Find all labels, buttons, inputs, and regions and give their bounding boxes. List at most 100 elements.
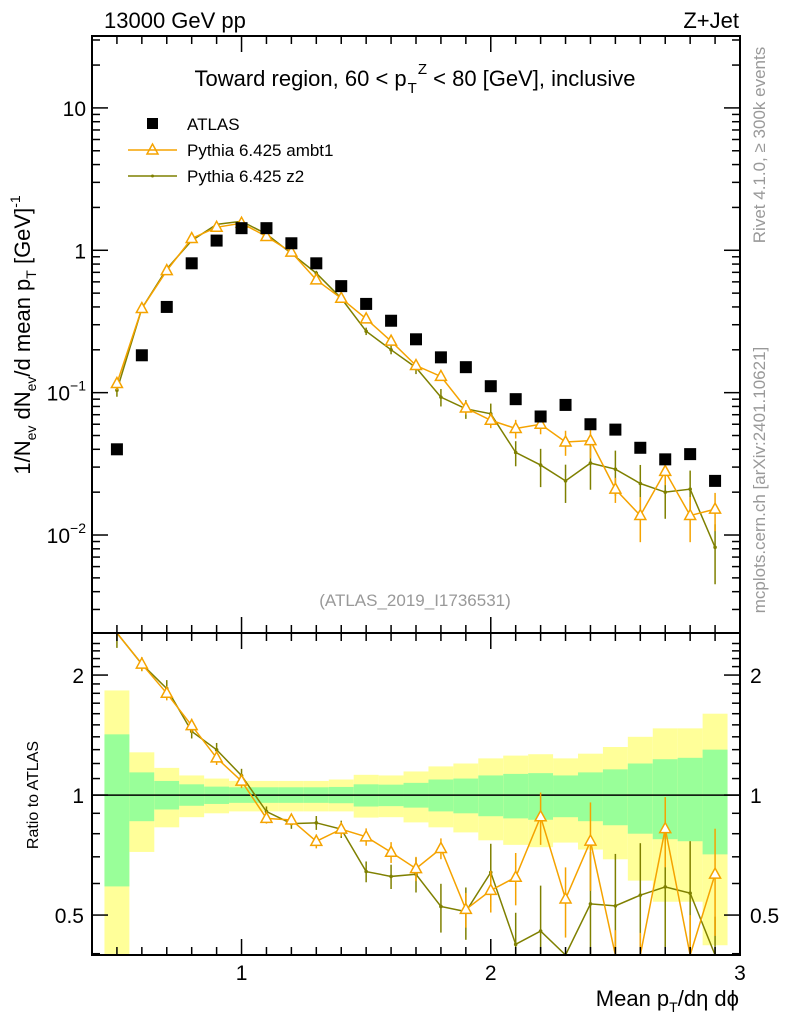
y-tick-exponent: −1 — [70, 378, 86, 394]
pythia-6-425-z2-ratio-point — [314, 821, 319, 825]
ratio-y-tick-label: 1 — [72, 785, 84, 808]
pythia-6-425-z2-point — [563, 479, 568, 483]
atlas-point — [160, 300, 173, 313]
pythia-6-425-ambt1-ratio-point — [160, 685, 174, 699]
atlas-point — [534, 410, 547, 423]
plot-title: Toward region, 60 < pTZ < 80 [GeV], incl… — [194, 61, 635, 97]
x-tick-label: 2 — [485, 962, 497, 985]
pythia-6-425-ambt1-ratio-point — [259, 810, 274, 824]
atlas-point — [310, 257, 323, 270]
pythia-6-425-ambt1-point — [633, 507, 648, 521]
pythia-6-425-ambt1-ratio-point — [334, 821, 348, 834]
atlas-point — [709, 474, 722, 487]
y-tick-label: 1 — [74, 240, 86, 263]
ratio-bands — [92, 690, 740, 955]
legend-label-z2: Pythia 6.425 z2 — [187, 167, 304, 186]
legend-marker-ambt1 — [145, 142, 160, 155]
pythia-6-425-ambt1-ratio-point — [234, 773, 249, 786]
atlas-point — [360, 297, 373, 310]
right-mask — [741, 0, 786, 1024]
legend: ATLAS Pythia 6.425 ambt1 Pythia 6.425 z2 — [128, 115, 333, 186]
rivet-label: Rivet 4.1.0, ≥ 300k events — [750, 47, 769, 243]
pythia-6-425-ambt1-point — [309, 272, 324, 285]
atlas-point — [235, 222, 248, 235]
pythia-6-425-z2-ratio-point — [214, 747, 219, 752]
pythia-6-425-z2-line — [116, 220, 716, 548]
main-series — [110, 215, 722, 585]
atlas-point — [459, 361, 472, 374]
ratio-series — [116, 632, 722, 957]
ratio-y-axis-label: Ratio to ATLAS — [25, 741, 42, 849]
pythia-6-425-z2-point — [713, 545, 717, 550]
atlas-point — [210, 234, 223, 247]
stat-uncertainty-band — [478, 775, 504, 817]
pythia-6-425-ambt1-ratio-point — [484, 882, 498, 896]
legend-marker-z2 — [151, 174, 154, 178]
pythia-6-425-z2-point — [439, 395, 443, 399]
header-process: Z+Jet — [683, 8, 739, 33]
pythia-6-425-z2-ratio-point — [364, 869, 368, 874]
atlas-point — [484, 380, 497, 393]
pythia-6-425-z2-ratio-point — [638, 893, 643, 897]
atlas-point — [634, 441, 647, 454]
pythia-6-425-ambt1-point — [409, 357, 423, 371]
pythia-6-425-z2-point — [513, 450, 518, 455]
atlas-point — [335, 280, 348, 293]
header-energy: 13000 GeV pp — [104, 8, 246, 33]
pythia-6-425-ambt1-ratio-point — [309, 833, 324, 847]
stat-uncertainty-band — [553, 775, 578, 818]
mcplots-label: mcplots.cern.ch [arXiv:2401.10621] — [750, 347, 769, 613]
pythia-6-425-ambt1-point — [135, 300, 149, 314]
y-tick-exponent: −2 — [70, 520, 86, 536]
pythia-6-425-ambt1-ratio-point — [708, 866, 722, 879]
atlas-point — [434, 351, 447, 364]
atlas-point — [684, 448, 697, 461]
y-tick-base: 10 — [47, 383, 70, 406]
left-mask — [0, 0, 92, 1024]
atlas-point — [285, 237, 298, 250]
y-axis-label: 1/Nev dNev/d mean pT [GeV]-1 — [7, 195, 39, 475]
atlas-point — [410, 333, 422, 346]
pythia-6-425-ambt1-ratio-point — [533, 809, 548, 822]
y-tick-label: 10−1 — [47, 378, 87, 406]
pythia-6-425-ambt1-ratio-point — [384, 844, 398, 857]
pythia-6-425-z2-point — [115, 388, 119, 393]
pythia-6-425-ambt1-point — [484, 412, 498, 425]
pythia-6-425-ambt1-point — [259, 228, 274, 242]
pythia-6-425-z2-ratio-point — [389, 874, 393, 879]
pythia-6-425-z2-ratio-point — [439, 904, 443, 909]
atlas-point — [559, 398, 572, 411]
pythia-6-425-ambt1-point — [209, 219, 224, 233]
stat-uncertainty-band — [129, 772, 155, 822]
pythia-6-425-z2-point — [688, 487, 692, 491]
pythia-6-425-ambt1-point — [459, 400, 473, 413]
ratio-y-tick-label: 0.5 — [55, 905, 84, 928]
atlas-point — [260, 222, 273, 235]
pythia-6-425-ambt1-point — [160, 263, 174, 276]
legend-marker-atlas — [147, 118, 158, 129]
atlas-point — [135, 349, 148, 362]
y-tick-label: 10−2 — [47, 520, 87, 548]
ratio-y-tick-label-right: 1 — [750, 785, 762, 808]
ratio-y-tick-label-right: 0.5 — [750, 905, 779, 928]
pythia-6-425-ambt1-point — [384, 333, 398, 346]
pythia-6-425-z2-point — [638, 481, 643, 486]
atlas-point — [110, 443, 123, 456]
atlas-point — [609, 423, 622, 436]
pythia-6-425-ambt1-ratio-point — [583, 833, 598, 846]
analysis-id: (ATLAS_2019_I1736531) — [319, 591, 511, 610]
pythia-6-425-ambt1-ratio-point — [409, 861, 423, 874]
pythia-6-425-ambt1-ratio-point — [284, 812, 299, 825]
pythia-6-425-z2-ratio-point — [663, 885, 668, 889]
pythia-6-425-ambt1-point — [334, 290, 348, 304]
ratio-y-tick-label-right: 2 — [750, 665, 762, 688]
stat-uncertainty-band — [453, 778, 479, 814]
legend-label-atlas: ATLAS — [187, 115, 240, 134]
pythia-6-425-z2-ratio-point — [588, 902, 593, 906]
pythia-6-425-z2-point — [364, 329, 368, 334]
pythia-6-425-ambt1-ratio-point — [508, 869, 523, 882]
atlas-point — [584, 418, 597, 431]
pythia-6-425-z2-point — [588, 461, 593, 465]
